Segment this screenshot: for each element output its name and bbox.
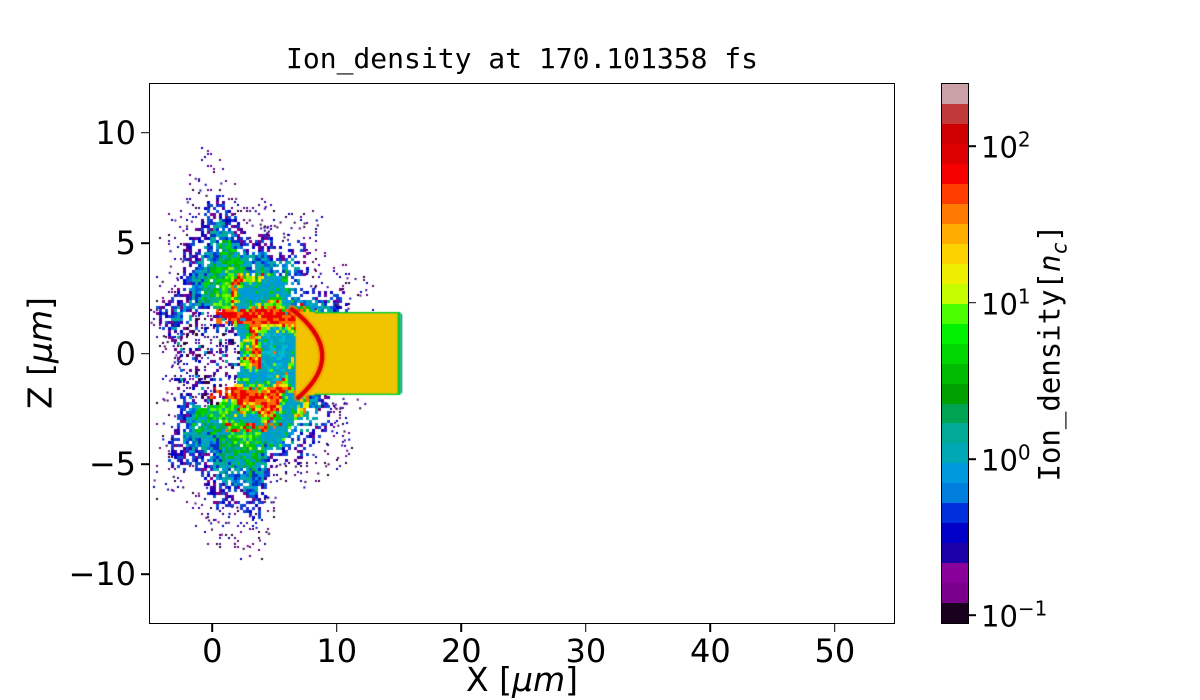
colorbar-segment [942,583,968,604]
y-axis-label-pre: Z [ [20,363,60,410]
x-tick-mark [460,624,463,632]
colorbar-segment [942,303,968,324]
y-tick-mark [141,463,149,465]
colorbar-tick-mark [969,301,976,304]
colorbar-label-var: n [1032,254,1067,272]
colorbar-tick-label: 10−1 [981,596,1048,634]
colorbar-segment [942,543,968,564]
colorbar-segment [942,263,968,284]
y-axis-label: Z [μm] [21,297,60,409]
x-axis-label-unit: μm [511,660,566,699]
colorbar-segment [942,103,968,124]
x-tick-mark [335,624,338,632]
x-tick-label: 0 [202,632,223,670]
x-axis-label-pre: X [ [465,660,512,699]
x-tick-mark [585,624,587,632]
heatmap-canvas [150,84,894,623]
colorbar-segment [942,423,968,444]
colorbar-segment [942,563,968,584]
colorbar-segment [942,363,968,384]
colorbar-tick-mark [969,458,976,460]
colorbar-segment [942,143,968,164]
colorbar-segment [942,223,968,244]
colorbar-label-sub: c [1047,241,1072,255]
colorbar-segment [942,443,968,464]
colorbar-segment [942,243,968,264]
colorbar-segment [942,503,968,524]
y-tick-mark [141,242,149,244]
y-tick-mark [141,352,149,355]
colorbar-tick-mark [969,145,976,148]
y-axis-label-unit: μm [20,309,60,364]
colorbar-tick-label: 100 [981,440,1031,478]
x-axis-label: X [μm] [466,660,578,699]
x-tick-mark [211,624,214,632]
colorbar-tick-mark [969,614,976,616]
y-tick-mark [141,131,149,134]
y-tick-mark [141,573,149,576]
colorbar-segment [942,283,968,304]
colorbar-label: Ion_density[nc] [1033,224,1072,481]
colorbar-segment [942,463,968,484]
colorbar-segment [942,163,968,184]
x-tick-label: 10 [316,632,358,670]
x-tick-mark [709,624,712,632]
y-tick-label: 5 [115,224,136,263]
colorbar-tick-label: 102 [981,128,1031,165]
x-tick-label: 30 [565,632,607,670]
colorbar-segment [942,183,968,204]
colorbar-segment [942,603,968,624]
x-tick-label: 50 [814,632,856,670]
y-tick-label: 10 [95,113,136,152]
y-tick-label: −5 [88,444,136,483]
colorbar-segment [942,483,968,504]
y-axis-label-post: ] [20,296,60,310]
colorbar-segment [942,343,968,364]
colorbar-segment [942,203,968,224]
colorbar-segment [942,523,968,544]
colorbar-tick-label: 101 [981,284,1031,322]
x-tick-label: 40 [689,632,731,670]
colorbar-segment [942,84,968,104]
y-tick-label: −10 [68,555,136,594]
colorbar-label-post: ] [1032,224,1067,242]
chart-title: Ion_density at 170.101358 fs [285,42,759,75]
x-axis-label-post: ] [565,660,579,699]
colorbar-label-pre: Ion_density[ [1032,272,1067,482]
y-tick-label: 0 [115,334,136,373]
colorbar-segment [942,123,968,144]
x-tick-label: 20 [440,632,482,670]
colorbar-segment [942,403,968,424]
colorbar-segment [942,323,968,344]
colorbar [941,83,969,624]
x-tick-mark [834,624,836,632]
colorbar-segment [942,383,968,404]
